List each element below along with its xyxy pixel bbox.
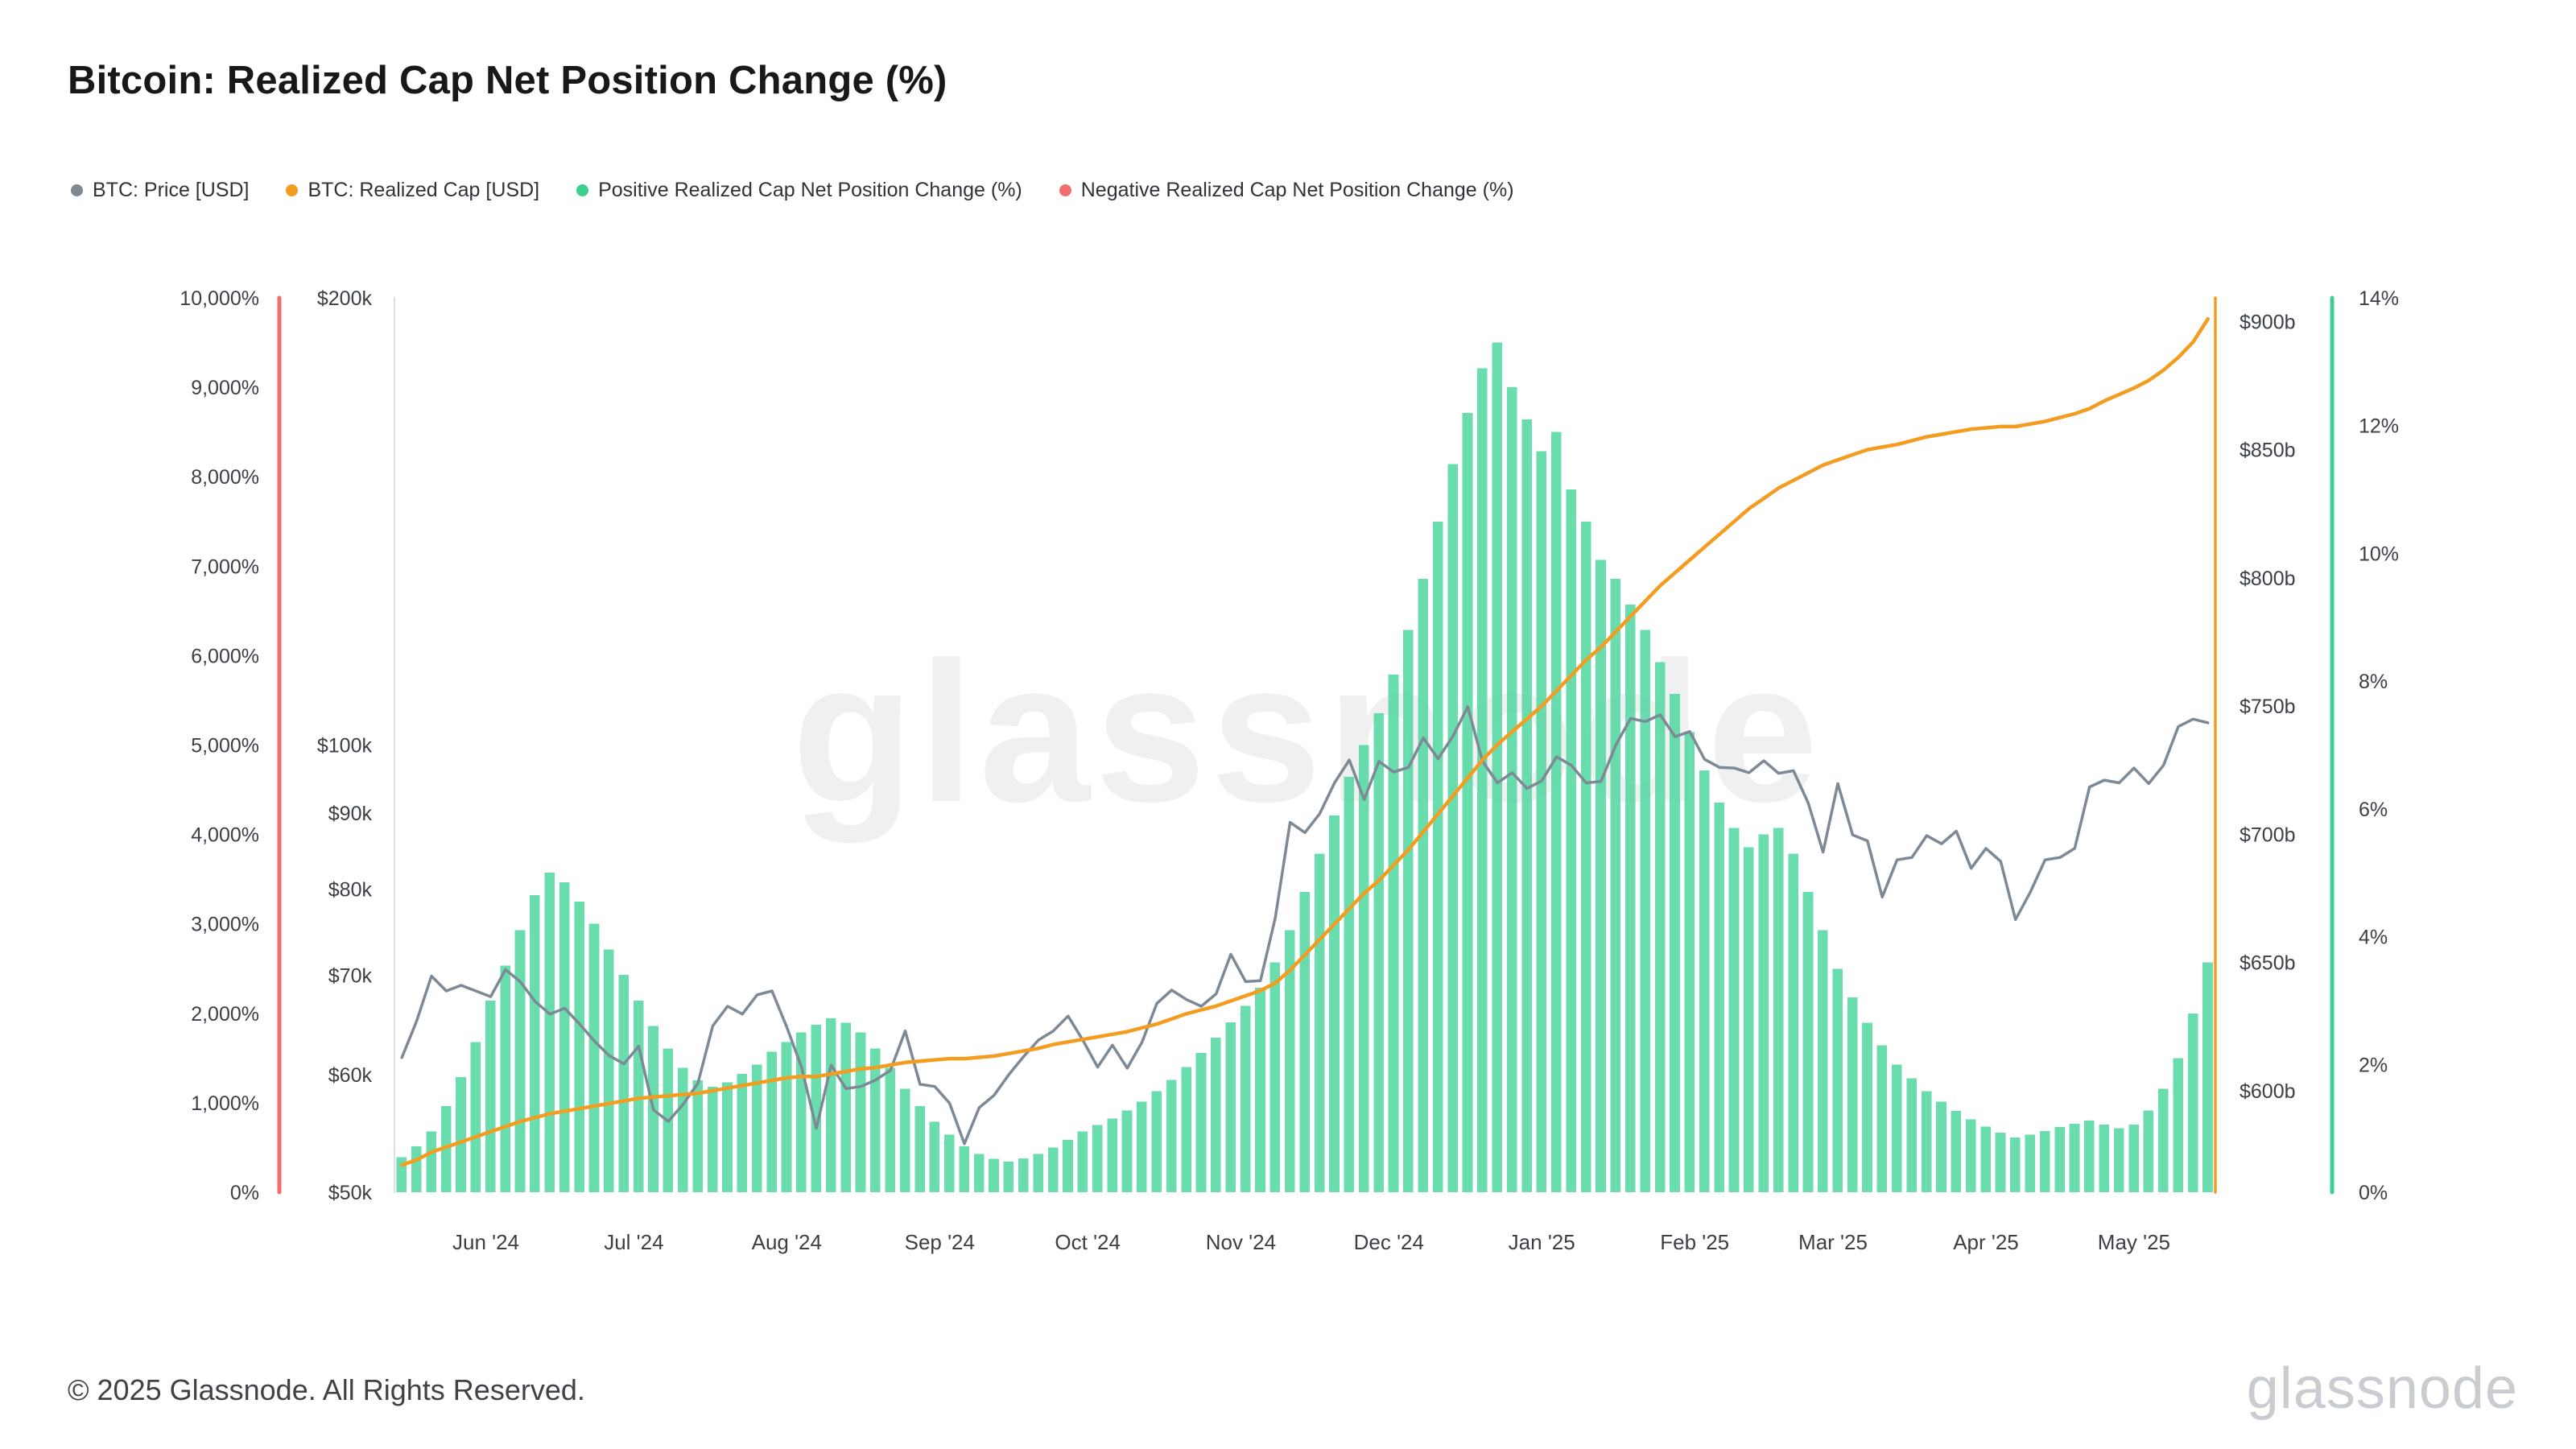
svg-text:$850b: $850b [2240,440,2296,462]
svg-text:8%: 8% [2359,671,2388,693]
svg-text:Mar '25: Mar '25 [1798,1230,1868,1254]
svg-text:$60k: $60k [328,1064,373,1087]
svg-text:6%: 6% [2359,799,2388,821]
svg-text:$200k: $200k [317,287,373,310]
legend-item-negative-change[interactable]: Negative Realized Cap Net Position Chang… [1059,179,1514,202]
svg-text:Sep '24: Sep '24 [905,1230,975,1254]
legend-item-realized-cap[interactable]: BTC: Realized Cap [USD] [286,179,539,202]
svg-text:4,000%: 4,000% [191,824,259,847]
svg-text:Jun '24: Jun '24 [452,1230,519,1254]
right-cap-tick-labels: $600b $650b $700b $750b $800b $850b $900b [2240,311,2296,1103]
svg-text:14%: 14% [2359,287,2399,310]
realized-cap-line [399,316,2211,1167]
svg-text:Feb '25: Feb '25 [1660,1230,1729,1254]
positive-change-bars [396,342,2213,1193]
svg-text:2,000%: 2,000% [191,1003,259,1026]
legend-item-positive-change[interactable]: Positive Realized Cap Net Position Chang… [576,179,1022,202]
svg-text:$80k: $80k [328,878,373,901]
legend-dot-negative-change [1059,184,1071,196]
glassnode-logo: glassnode [2246,1356,2518,1421]
legend-dot-btc-price [71,184,83,196]
svg-text:6,000%: 6,000% [191,645,259,667]
svg-text:Dec '24: Dec '24 [1354,1230,1424,1254]
right-positive-pct-tick-labels: 0% 2% 4% 6% 8% 10% 12% 14% [2359,287,2399,1204]
svg-text:Oct '24: Oct '24 [1055,1230,1121,1254]
page-title: Bitcoin: Realized Cap Net Position Chang… [68,59,947,102]
btc-price-line [400,705,2210,1146]
svg-text:2%: 2% [2359,1054,2388,1076]
svg-text:$50k: $50k [328,1182,373,1204]
svg-text:$700b: $700b [2240,824,2296,846]
legend-label-positive-change: Positive Realized Cap Net Position Chang… [598,179,1022,201]
left-negative-pct-tick-labels: 0% 1,000% 2,000% 3,000% 4,000% 5,000% 6,000% 7,… [180,287,259,1204]
legend-label-realized-cap: BTC: Realized Cap [USD] [308,179,540,201]
legend-item-btc-price[interactable]: BTC: Price [USD] [71,179,249,202]
svg-text:0%: 0% [230,1182,259,1204]
svg-text:5,000%: 5,000% [191,735,259,758]
svg-text:8,000%: 8,000% [191,466,259,489]
svg-text:Apr '25: Apr '25 [1953,1230,2019,1254]
chart-legend: BTC: Price [USD] BTC: Realized Cap [USD]… [71,179,1514,202]
svg-text:0%: 0% [2359,1182,2388,1204]
svg-text:Jul '24: Jul '24 [604,1230,663,1254]
left-price-tick-labels: $50k $60k $70k $80k $90k $100k $200k [317,287,373,1204]
x-axis-labels: Jun '24 Jul '24 Aug '24 Sep '24 Oct '24 Nov '… [452,1230,2170,1254]
svg-text:12%: 12% [2359,415,2399,438]
legend-label-negative-change: Negative Realized Cap Net Position Chang… [1080,179,1514,201]
svg-text:10,000%: 10,000% [180,287,259,310]
svg-text:$600b: $600b [2240,1080,2296,1103]
svg-text:1,000%: 1,000% [191,1092,259,1115]
svg-text:$750b: $750b [2240,696,2296,718]
svg-text:May '25: May '25 [2098,1230,2170,1254]
legend-dot-positive-change [576,184,589,196]
svg-text:7,000%: 7,000% [191,555,259,578]
svg-text:Nov '24: Nov '24 [1206,1230,1276,1254]
svg-text:Jan '25: Jan '25 [1509,1230,1575,1254]
svg-text:4%: 4% [2359,927,2388,949]
footer-copyright: © 2025 Glassnode. All Rights Reserved. [68,1373,585,1406]
legend-label-btc-price: BTC: Price [USD] [93,179,250,201]
svg-text:3,000%: 3,000% [191,914,259,936]
legend-dot-realized-cap [286,184,299,196]
svg-text:$90k: $90k [328,803,373,825]
svg-text:$100k: $100k [317,735,373,758]
svg-text:$70k: $70k [328,964,373,987]
glassnode-watermark: glassnode [792,620,1823,844]
svg-text:10%: 10% [2359,543,2399,565]
svg-text:$650b: $650b [2240,952,2296,975]
svg-text:$900b: $900b [2240,311,2296,333]
svg-text:9,000%: 9,000% [191,377,259,399]
svg-text:$800b: $800b [2240,568,2296,590]
svg-text:Aug '24: Aug '24 [752,1230,822,1254]
